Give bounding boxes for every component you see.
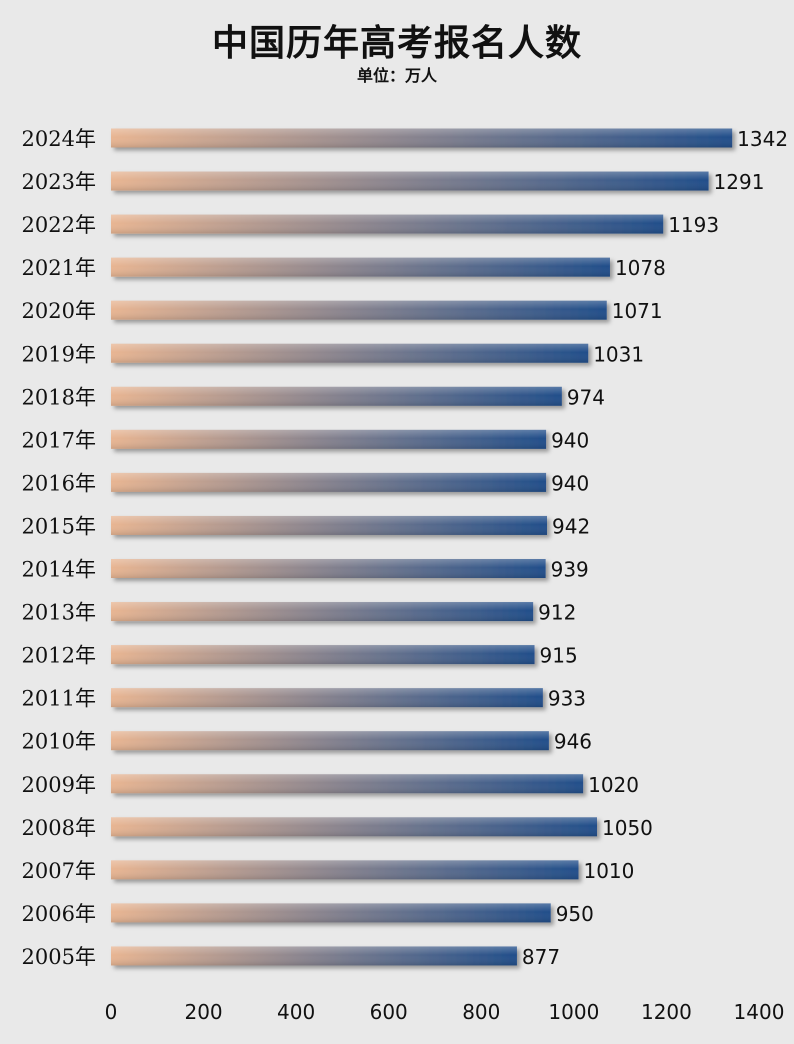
category-label: 2020年 bbox=[22, 299, 96, 323]
category-label: 2018年 bbox=[22, 385, 96, 409]
category-label: 2007年 bbox=[22, 859, 96, 883]
category-label: 2013年 bbox=[22, 601, 96, 625]
chart-title: 中国历年高考报名人数 bbox=[211, 23, 582, 64]
bar-highlight bbox=[111, 774, 584, 794]
bar-highlight bbox=[111, 515, 548, 535]
x-tick-label: 1000 bbox=[548, 1000, 599, 1024]
x-tick-label: 400 bbox=[277, 1000, 315, 1024]
value-label: 946 bbox=[554, 730, 592, 754]
value-label: 950 bbox=[556, 902, 594, 926]
bar-highlight bbox=[111, 688, 543, 708]
x-tick-label: 0 bbox=[105, 1000, 118, 1024]
value-label: 1291 bbox=[714, 170, 765, 194]
category-label: 2012年 bbox=[22, 644, 96, 668]
bar-highlight bbox=[111, 602, 534, 622]
category-label: 2021年 bbox=[22, 256, 96, 280]
value-label: 974 bbox=[567, 385, 605, 409]
category-label: 2019年 bbox=[22, 342, 96, 366]
bar-highlight bbox=[111, 257, 610, 277]
bar-highlight bbox=[111, 171, 709, 191]
category-label: 2005年 bbox=[22, 945, 96, 969]
bar-highlight bbox=[111, 214, 664, 234]
category-label: 2016年 bbox=[22, 471, 96, 495]
category-label: 2022年 bbox=[22, 213, 96, 237]
value-label: 1342 bbox=[737, 127, 788, 151]
bars-group: 2024年 1342 2023年 1291 2022年 1193 2021年 1078 2020… bbox=[22, 127, 789, 969]
category-label: 2024年 bbox=[22, 127, 96, 151]
bar-highlight bbox=[111, 946, 517, 966]
bar-highlight bbox=[111, 731, 549, 751]
x-tick-label: 600 bbox=[370, 1000, 408, 1024]
x-tick-label: 800 bbox=[462, 1000, 500, 1024]
bar-highlight bbox=[111, 817, 597, 837]
category-label: 2008年 bbox=[22, 816, 96, 840]
value-label: 940 bbox=[551, 471, 589, 495]
bar-highlight bbox=[111, 860, 579, 880]
value-label: 912 bbox=[538, 601, 576, 625]
bar-highlight bbox=[111, 429, 547, 449]
value-label: 1193 bbox=[668, 213, 719, 237]
category-label: 2009年 bbox=[22, 773, 96, 797]
category-label: 2006年 bbox=[22, 902, 96, 926]
value-label: 877 bbox=[522, 945, 560, 969]
bar-highlight bbox=[111, 386, 562, 406]
x-tick-label: 200 bbox=[184, 1000, 222, 1024]
category-label: 2011年 bbox=[22, 687, 96, 711]
chart-subtitle: 单位：万人 bbox=[356, 66, 437, 85]
bar-highlight bbox=[111, 472, 547, 492]
x-tick-label: 1400 bbox=[734, 1000, 785, 1024]
x-tick-label: 1200 bbox=[641, 1000, 692, 1024]
value-label: 1031 bbox=[593, 342, 644, 366]
category-label: 2010年 bbox=[22, 730, 96, 754]
category-label: 2023年 bbox=[22, 170, 96, 194]
bar-highlight bbox=[111, 343, 589, 363]
value-label: 940 bbox=[551, 428, 589, 452]
value-label: 1020 bbox=[588, 773, 639, 797]
category-label: 2014年 bbox=[22, 558, 96, 582]
bar-highlight bbox=[111, 903, 551, 923]
bar-highlight bbox=[111, 645, 535, 665]
category-label: 2017年 bbox=[22, 428, 96, 452]
value-label: 939 bbox=[551, 558, 589, 582]
value-label: 1071 bbox=[612, 299, 663, 323]
bar-highlight bbox=[111, 128, 733, 148]
value-label: 1078 bbox=[615, 256, 666, 280]
x-axis: 0 200 400 600 800 1000 1200 1400 bbox=[105, 1000, 785, 1024]
value-label: 915 bbox=[540, 644, 578, 668]
value-label: 942 bbox=[552, 514, 590, 538]
bar-highlight bbox=[111, 300, 607, 320]
value-label: 1050 bbox=[602, 816, 653, 840]
value-label: 1010 bbox=[583, 859, 634, 883]
category-label: 2015年 bbox=[22, 514, 96, 538]
value-label: 933 bbox=[548, 687, 586, 711]
bar-highlight bbox=[111, 559, 546, 578]
